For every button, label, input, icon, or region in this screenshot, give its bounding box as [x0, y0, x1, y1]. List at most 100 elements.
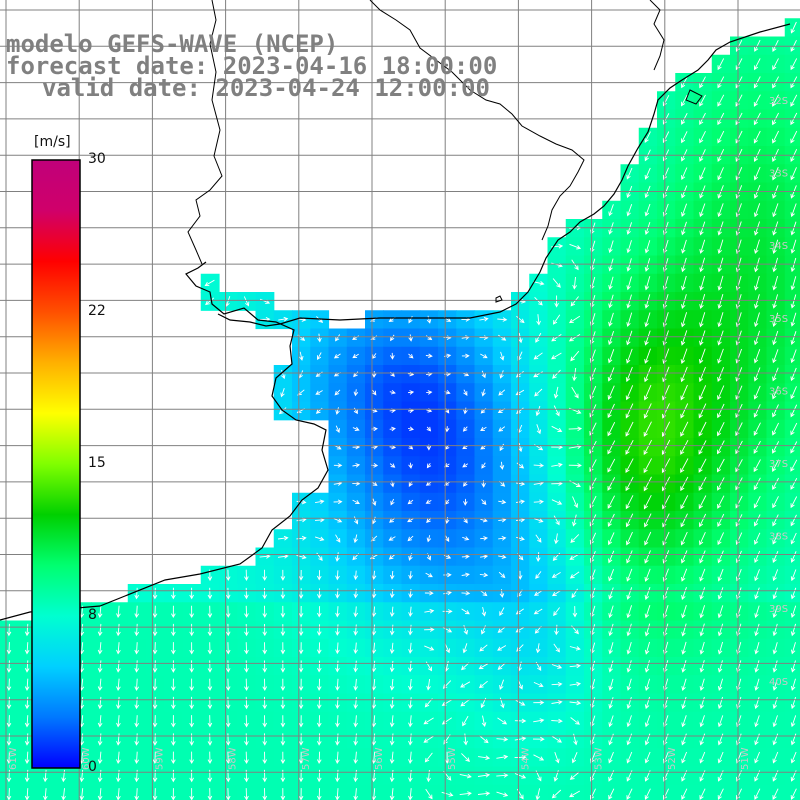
wind-arrow [225, 733, 231, 746]
wind-arrow [462, 715, 469, 727]
wind-arrow [480, 353, 488, 359]
wind-arrow [171, 751, 176, 765]
wind-arrow [408, 606, 413, 617]
wind-arrow [353, 751, 358, 764]
wind-arrow [225, 660, 231, 673]
wind-arrow [644, 696, 651, 710]
wind-arrow [772, 660, 778, 673]
longitude-label: 58W [228, 747, 239, 770]
wind-arrow [572, 367, 577, 382]
wind-arrow [698, 476, 707, 491]
wind-arrow [259, 298, 271, 304]
wind-arrow [699, 312, 706, 328]
wind-arrow [335, 696, 340, 710]
wind-arrow [699, 275, 706, 291]
speed-cell [784, 565, 800, 585]
wind-arrow [480, 426, 487, 431]
wind-arrow [97, 678, 103, 692]
wind-arrow [717, 641, 724, 655]
wind-arrow [496, 791, 509, 797]
wind-arrow [353, 697, 358, 710]
wind-arrow [116, 733, 121, 746]
wind-arrow [189, 642, 194, 655]
wind-arrow [681, 203, 688, 217]
wind-arrow [390, 352, 395, 360]
wind-arrow [681, 131, 688, 144]
wind-arrow [24, 751, 30, 765]
wind-arrow [699, 550, 706, 564]
wind-arrow [244, 733, 249, 746]
wind-arrow [189, 605, 194, 619]
wind-arrow [463, 389, 468, 396]
wind-arrow [790, 514, 797, 527]
wind-arrow [754, 751, 761, 764]
wind-arrow [498, 554, 507, 560]
wind-arrow [225, 569, 231, 582]
wind-arrow [753, 422, 761, 436]
wind-arrow [461, 554, 470, 559]
wind-arrow [481, 606, 487, 617]
speed-cell [784, 511, 800, 530]
wind-arrow [152, 642, 158, 655]
wind-arrow [607, 385, 615, 400]
wind-arrow [499, 443, 504, 452]
wind-arrow [699, 605, 706, 619]
wind-arrow [754, 39, 761, 52]
speed-cell [419, 784, 439, 800]
wind-arrow [699, 715, 705, 728]
speed-cell [438, 438, 457, 457]
wind-arrow [298, 588, 304, 600]
wind-arrow [699, 788, 706, 800]
wind-arrow [299, 351, 304, 361]
wind-arrow [316, 642, 322, 655]
wind-arrow [551, 334, 562, 342]
wind-arrow [152, 623, 158, 637]
wind-arrow [790, 58, 798, 71]
wind-arrow [533, 754, 545, 761]
wind-arrow [608, 240, 614, 254]
wind-arrow [189, 733, 194, 746]
wind-arrow [754, 660, 760, 673]
wind-arrow [608, 569, 615, 582]
wind-arrow [116, 678, 121, 692]
wind-arrow [407, 518, 414, 523]
wind-arrow [608, 788, 615, 800]
wind-arrow [477, 791, 491, 796]
wind-arrow [772, 459, 780, 472]
wind-arrow [717, 58, 725, 71]
wind-arrow [6, 678, 12, 692]
wind-arrow [754, 239, 760, 254]
wind-arrow [569, 700, 582, 706]
wind-arrow [698, 421, 707, 437]
wind-arrow [717, 275, 724, 291]
wind-arrow [644, 348, 651, 364]
latitude-label: 37S [769, 459, 788, 470]
wind-arrow [717, 788, 724, 800]
wind-arrow [205, 297, 215, 306]
wind-arrow [570, 296, 579, 307]
wind-arrow [426, 517, 432, 523]
wind-arrow [481, 499, 487, 506]
wind-arrow [644, 131, 651, 143]
wind-arrow [134, 751, 140, 765]
wind-arrow [171, 715, 176, 728]
wind-arrow [225, 678, 231, 692]
longitude-label: 57W [301, 747, 312, 770]
wind-arrow [644, 330, 651, 346]
wind-arrow [262, 660, 268, 673]
wind-arrow [551, 681, 563, 687]
wind-arrow [353, 588, 359, 599]
wind-arrow [225, 696, 231, 710]
wind-arrow [371, 660, 377, 673]
wind-arrow [462, 643, 468, 654]
wind-arrow [772, 532, 779, 545]
wind-arrow [316, 570, 322, 581]
wind-arrow [280, 388, 285, 398]
wind-arrow [607, 440, 616, 455]
wind-arrow [24, 696, 30, 710]
wind-arrow [116, 623, 121, 637]
wind-arrow [699, 751, 706, 764]
wind-arrow [699, 532, 706, 546]
wind-arrow [408, 697, 413, 710]
